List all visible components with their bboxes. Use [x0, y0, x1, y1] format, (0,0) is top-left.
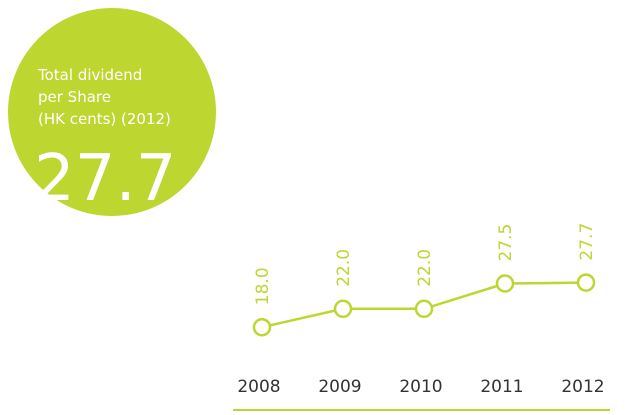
- point: [576, 273, 596, 292]
- value-label: 22.0: [334, 249, 354, 287]
- x-tick-label: 2008: [237, 377, 280, 397]
- value-label: 27.5: [496, 224, 516, 262]
- x-tick-label: 2010: [399, 377, 442, 397]
- point: [495, 274, 515, 293]
- point: [333, 299, 353, 319]
- highlight-value: 27.7: [34, 142, 177, 216]
- highlight-circle: [8, 8, 216, 216]
- highlight-title: per Share: [38, 88, 111, 106]
- x-tick-label: 2009: [318, 377, 361, 397]
- value-label: 18.0: [253, 267, 273, 305]
- value-label: 22.0: [415, 249, 435, 287]
- point: [252, 317, 272, 337]
- point: [414, 299, 434, 319]
- highlight-title: Total dividend: [37, 66, 142, 84]
- x-tick-label: 2012: [561, 377, 604, 397]
- x-tick-label: 2011: [480, 377, 523, 397]
- value-label: 27.7: [577, 223, 597, 261]
- highlight-title: (HK cents) (2012): [38, 110, 171, 128]
